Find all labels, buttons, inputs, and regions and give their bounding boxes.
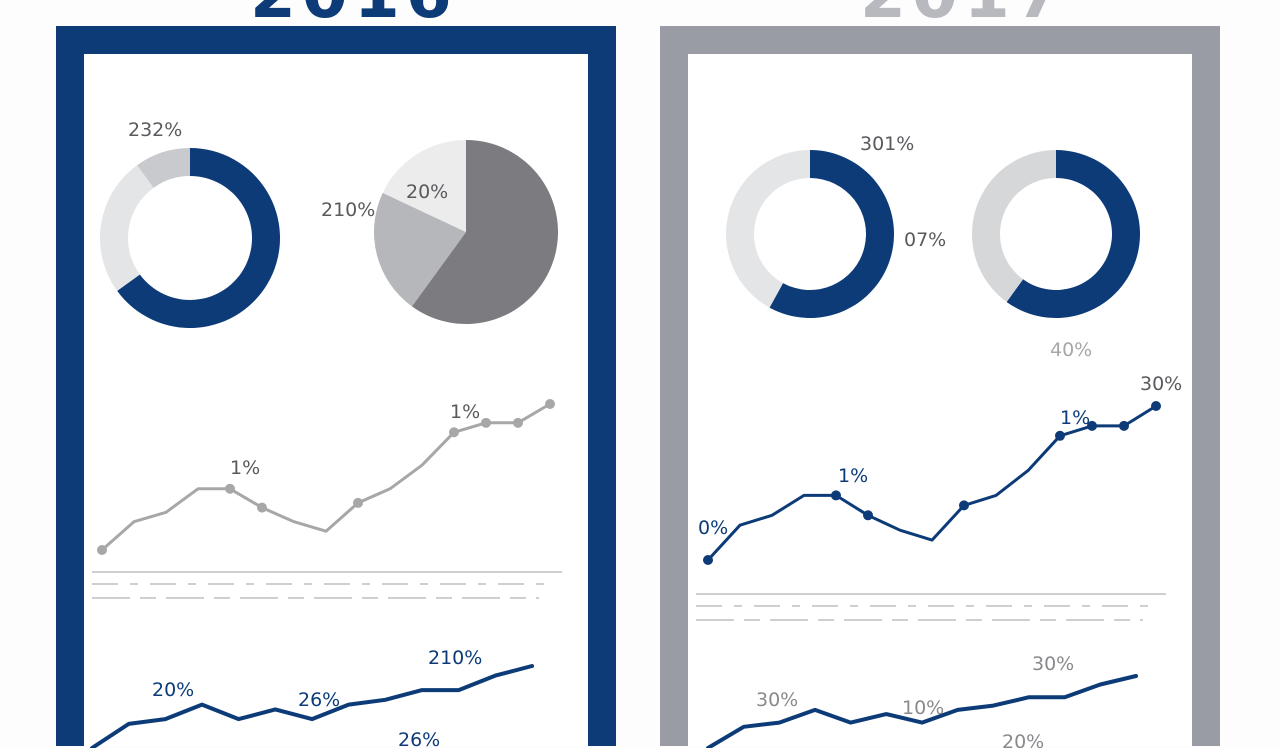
donut-2016-a-slice-0: [117, 148, 280, 328]
panel-2017: 301% 07% 40% 0% 1% 1% 30% 30% 10% 30% 20%: [660, 26, 1220, 748]
line-2017-top-point-12: [1087, 420, 1097, 431]
line-2016-bottom-ann-2: 210%: [428, 647, 482, 669]
line-2017-bottom-ann-3: 20%: [1002, 731, 1044, 748]
line-2017-top-point-8: [959, 500, 969, 511]
line-2016-bottom-line: [90, 664, 534, 748]
donut-2017-b-slice-0: [1006, 150, 1140, 318]
line-2016-top-point-11: [449, 427, 459, 438]
line-2017-top-point-0: [703, 555, 713, 565]
panel-2016-charts: 232% 210% 20% 1% 1% 20% 26% 210% 26%: [90, 119, 562, 748]
line-2016-top-ann-0: 1%: [230, 457, 260, 479]
line-2017-top-point-4: [831, 490, 841, 501]
line-2017-top-point-13: [1119, 420, 1129, 431]
pie-2016-b-label-0: 210%: [321, 199, 375, 221]
line-2017-top-ann-1: 1%: [838, 465, 868, 487]
donut-2016-a-slice-2: [137, 148, 190, 188]
line-2016-top-point-12: [481, 417, 491, 428]
line-2016-top-point-5: [257, 502, 267, 513]
pie-2016-b-slice-1: [374, 192, 466, 307]
pie-2016-b-label-1: 20%: [406, 181, 448, 203]
donut-2016-a-label: 232%: [128, 119, 182, 141]
donut-2017-a-label-1: 07%: [904, 229, 946, 251]
line-2017-top-point-14: [1151, 401, 1161, 411]
line-2016-top-point-0: [97, 545, 107, 555]
panel-2017-charts: 301% 07% 40% 0% 1% 1% 30% 30% 10% 30% 20%: [696, 133, 1182, 748]
line-2017-bottom-ann-2: 30%: [1032, 653, 1074, 675]
donut-2017-b-label: 40%: [1050, 339, 1092, 361]
line-2016-top-point-14: [545, 399, 555, 409]
line-2017-top-point-11: [1055, 430, 1065, 441]
line-2016-top-point-13: [513, 417, 523, 428]
pie-2016-b-slice-2: [382, 140, 466, 232]
line-2016-top-line: [100, 402, 552, 552]
line-2016-top-ann-1: 1%: [450, 401, 480, 423]
line-2016-top-point-8: [353, 497, 363, 508]
line-2017-top-point-5: [863, 510, 873, 521]
line-2016-bottom-ann-1: 26%: [298, 689, 340, 711]
line-2017-bottom-ann-0: 30%: [756, 689, 798, 711]
line-2017-top-ann-3: 30%: [1140, 373, 1182, 395]
line-2017-top-ann-2: 1%: [1060, 407, 1090, 429]
line-2016-top-point-4: [225, 483, 235, 494]
donut-2017-a-label-0: 301%: [860, 133, 914, 155]
donut-2017-b-slice-1: [972, 150, 1056, 302]
panel-2016: 232% 210% 20% 1% 1% 20% 26% 210% 26%: [56, 26, 616, 748]
donut-2016-a-slice-1: [100, 165, 154, 291]
donut-2017-a-slice-1: [726, 150, 810, 308]
line-2017-bottom-ann-1: 10%: [902, 697, 944, 719]
line-2016-bottom-ann-3: 26%: [398, 729, 440, 748]
line-2016-bottom-ann-0: 20%: [152, 679, 194, 701]
line-2017-top-line: [706, 404, 1158, 562]
donut-2017-a-slice-0: [769, 150, 894, 318]
line-2017-top-ann-0: 0%: [698, 517, 728, 539]
pie-2016-b-slice-0: [411, 140, 558, 324]
